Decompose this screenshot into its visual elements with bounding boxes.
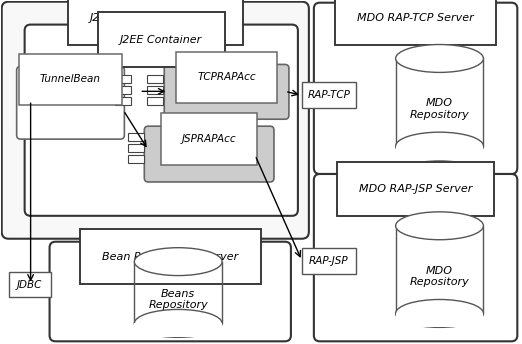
Text: J2EE Container: J2EE Container — [120, 34, 203, 45]
Ellipse shape — [396, 300, 483, 327]
FancyBboxPatch shape — [134, 323, 222, 337]
FancyBboxPatch shape — [17, 66, 124, 139]
Bar — [115, 75, 132, 83]
Text: Beans
Repository: Beans Repository — [148, 289, 208, 310]
FancyBboxPatch shape — [314, 3, 517, 174]
Text: MDO
Repository: MDO Repository — [410, 98, 469, 120]
Bar — [128, 133, 144, 141]
FancyBboxPatch shape — [2, 2, 309, 239]
FancyBboxPatch shape — [31, 29, 292, 51]
Bar — [147, 97, 163, 105]
Bar — [302, 82, 356, 108]
Ellipse shape — [134, 310, 222, 337]
Bar — [147, 75, 163, 83]
Text: MDO RAP-TCP Server: MDO RAP-TCP Server — [357, 13, 474, 23]
Text: RAP-TCP: RAP-TCP — [307, 90, 350, 100]
FancyBboxPatch shape — [134, 262, 222, 323]
FancyBboxPatch shape — [396, 146, 483, 160]
Text: Bean Persistence Server: Bean Persistence Server — [102, 252, 239, 262]
FancyBboxPatch shape — [144, 126, 274, 182]
Bar — [128, 155, 144, 163]
FancyBboxPatch shape — [396, 226, 483, 313]
Bar — [147, 86, 163, 94]
Text: JDBC: JDBC — [17, 280, 42, 290]
Ellipse shape — [134, 248, 222, 276]
FancyBboxPatch shape — [50, 242, 291, 341]
Text: TCPRAPAcc: TCPRAPAcc — [197, 72, 256, 83]
FancyBboxPatch shape — [396, 58, 483, 146]
Ellipse shape — [396, 212, 483, 240]
Text: JSPRAPAcc: JSPRAPAcc — [182, 134, 236, 144]
Ellipse shape — [396, 132, 483, 160]
Bar — [115, 86, 132, 94]
Text: TunnelBean: TunnelBean — [40, 74, 101, 84]
Bar — [302, 248, 356, 273]
Text: MDO
Repository: MDO Repository — [410, 266, 469, 287]
Text: MDO RAP-JSP Server: MDO RAP-JSP Server — [359, 184, 472, 194]
Bar — [9, 272, 51, 298]
Text: RAP-JSP: RAP-JSP — [309, 256, 349, 266]
Bar — [115, 97, 132, 105]
Ellipse shape — [396, 44, 483, 72]
FancyBboxPatch shape — [164, 64, 289, 119]
Bar — [128, 144, 144, 152]
FancyBboxPatch shape — [396, 313, 483, 327]
Text: J2EE Application Server: J2EE Application Server — [90, 13, 220, 23]
FancyBboxPatch shape — [25, 25, 298, 216]
FancyBboxPatch shape — [314, 174, 517, 341]
